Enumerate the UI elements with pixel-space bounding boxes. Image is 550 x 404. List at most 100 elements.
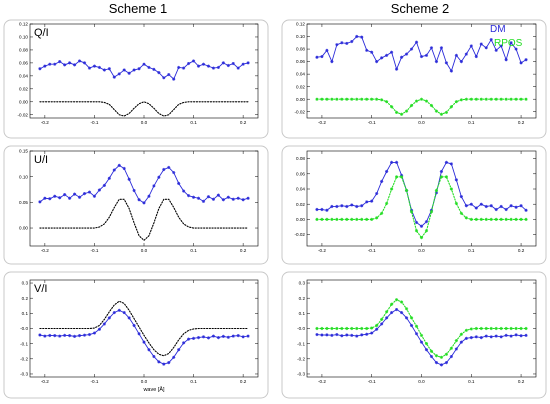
y-tick-label: 0.10 bbox=[19, 174, 28, 179]
data-point bbox=[519, 204, 523, 208]
data-point bbox=[489, 335, 493, 339]
data-point bbox=[246, 196, 250, 200]
y-tick-label: 0.06 bbox=[296, 59, 305, 64]
data-point bbox=[330, 217, 334, 221]
data-point bbox=[434, 354, 439, 358]
data-point bbox=[464, 336, 468, 340]
data-point bbox=[63, 63, 67, 67]
data-point bbox=[350, 333, 354, 337]
data-point bbox=[330, 333, 334, 337]
data-point bbox=[444, 175, 448, 179]
data-point bbox=[216, 335, 220, 340]
data-point bbox=[524, 333, 528, 337]
data-point bbox=[320, 333, 324, 337]
data-point bbox=[211, 197, 215, 201]
data-point bbox=[380, 98, 384, 102]
data-point bbox=[380, 56, 384, 60]
data-point bbox=[142, 201, 146, 205]
y-tick-label: 0.04 bbox=[296, 72, 305, 77]
y-tick-label: 0.04 bbox=[296, 187, 305, 192]
data-point bbox=[142, 340, 146, 344]
data-point bbox=[390, 310, 394, 315]
data-point bbox=[479, 97, 483, 101]
data-point bbox=[459, 98, 463, 102]
data-point bbox=[474, 97, 478, 101]
data-point bbox=[38, 200, 42, 204]
data-point bbox=[162, 167, 166, 172]
data-point bbox=[439, 175, 444, 179]
data-point bbox=[429, 46, 434, 50]
data-point bbox=[97, 327, 101, 331]
x-tick-label: 0.1 bbox=[468, 379, 475, 384]
data-point bbox=[48, 62, 52, 66]
data-point bbox=[325, 217, 329, 221]
data-point bbox=[489, 217, 493, 221]
data-point bbox=[43, 196, 47, 200]
data-point bbox=[330, 60, 334, 64]
data-point bbox=[409, 323, 414, 328]
data-point bbox=[77, 334, 82, 338]
panel-frame bbox=[3, 145, 269, 265]
y-tick-label: 0.06 bbox=[296, 171, 305, 176]
data-point bbox=[58, 334, 62, 338]
data-point bbox=[444, 110, 448, 114]
x-tick-label: -0.1 bbox=[90, 248, 98, 253]
data-point bbox=[231, 61, 235, 66]
data-point bbox=[409, 316, 414, 320]
data-point bbox=[355, 204, 359, 209]
data-point bbox=[236, 334, 240, 338]
data-point bbox=[365, 97, 369, 101]
data-point bbox=[112, 75, 116, 79]
y-tick-label: 0.08 bbox=[296, 156, 305, 161]
data-point bbox=[196, 196, 201, 200]
data-point bbox=[340, 204, 344, 208]
data-point bbox=[201, 335, 206, 339]
legend-entry-rpos: RPOS bbox=[494, 38, 523, 49]
data-point bbox=[241, 335, 245, 339]
y-tick-label: 0.08 bbox=[19, 48, 28, 53]
data-point bbox=[519, 326, 523, 331]
legend-entry-dm: DM bbox=[490, 24, 506, 35]
series-line-reference bbox=[39, 198, 249, 242]
data-point bbox=[345, 97, 349, 101]
data-point bbox=[92, 331, 97, 335]
data-point bbox=[38, 333, 42, 337]
y-tick-label: -0.3 bbox=[297, 372, 305, 377]
data-point bbox=[127, 316, 131, 320]
data-point bbox=[315, 97, 319, 101]
data-point bbox=[514, 326, 518, 331]
data-point bbox=[315, 326, 319, 331]
x-tick-label: 0.1 bbox=[190, 379, 197, 384]
data-point bbox=[187, 337, 191, 341]
data-point bbox=[459, 60, 463, 64]
data-point bbox=[58, 60, 62, 64]
x-tick-label: -0.1 bbox=[368, 248, 376, 253]
panel-frame bbox=[3, 271, 269, 399]
data-point bbox=[246, 61, 250, 65]
data-point bbox=[73, 192, 77, 196]
data-point bbox=[395, 298, 399, 302]
column-title-scheme-1: Scheme 1 bbox=[109, 1, 168, 16]
data-point bbox=[330, 326, 334, 331]
data-point bbox=[404, 52, 409, 56]
data-point bbox=[350, 203, 354, 207]
data-point bbox=[177, 181, 181, 185]
x-tick-label: 0.0 bbox=[141, 120, 148, 125]
data-point bbox=[241, 198, 245, 202]
data-point bbox=[454, 53, 458, 57]
data-point bbox=[82, 61, 87, 65]
data-point bbox=[345, 326, 349, 331]
data-point bbox=[439, 363, 444, 367]
data-point bbox=[345, 217, 349, 221]
data-point bbox=[63, 193, 67, 197]
data-point bbox=[479, 335, 483, 340]
data-point bbox=[365, 326, 369, 331]
data-point bbox=[504, 217, 508, 221]
y-tick-label: -0.0 bbox=[20, 326, 28, 331]
data-point bbox=[221, 334, 225, 338]
column-title-scheme-2: Scheme 2 bbox=[391, 1, 450, 16]
data-point bbox=[365, 48, 369, 52]
data-point bbox=[439, 46, 444, 50]
data-point bbox=[122, 310, 126, 315]
y-tick-label: 0.02 bbox=[296, 202, 305, 207]
